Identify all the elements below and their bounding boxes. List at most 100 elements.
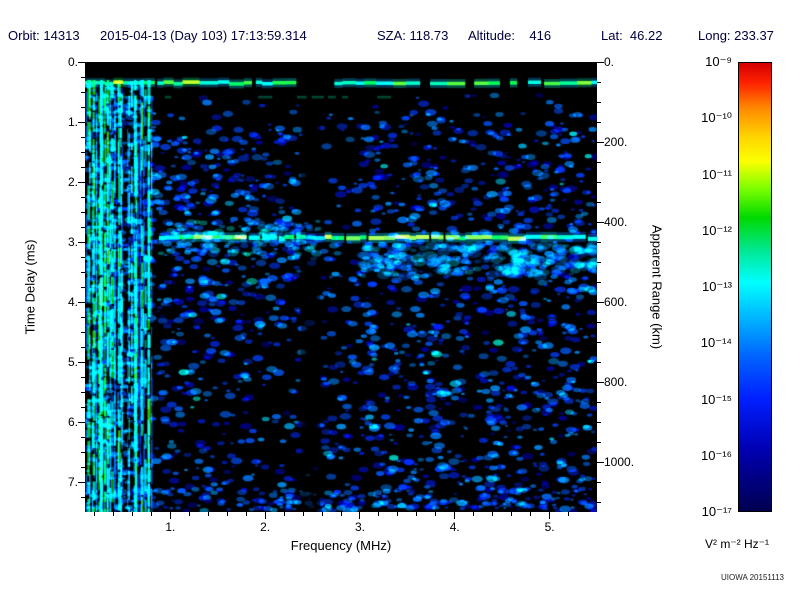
- y2-axis-minor-tick: [597, 161, 601, 163]
- y-axis-tick: [78, 421, 85, 423]
- x-axis-minor-tick: [188, 512, 190, 516]
- colorbar-tick-label: 10⁻⁹: [705, 54, 732, 69]
- header-datetime: 2015-04-13 (Day 103) 17:13:59.314: [100, 28, 307, 43]
- colorbar-tick-label: 10⁻¹⁴: [700, 335, 732, 351]
- x-axis-tick-label: 3.: [354, 520, 365, 534]
- y2-axis-tick-label: 600.: [604, 295, 628, 309]
- x-axis-minor-tick: [302, 512, 304, 516]
- y-axis-tick-label: 3.: [67, 235, 78, 249]
- colorbar-tick-label: 10⁻¹⁶: [700, 447, 732, 463]
- y2-axis-tick-label: 400.: [604, 215, 628, 229]
- y-axis-tick: [78, 241, 85, 243]
- x-axis-minor-tick: [150, 512, 152, 516]
- y-axis-minor-tick: [81, 316, 85, 318]
- y2-axis-minor-tick: [597, 181, 601, 183]
- y2-axis-minor-tick: [597, 101, 601, 103]
- y-axis-tick: [78, 361, 85, 363]
- y2-axis-minor-tick: [597, 421, 601, 423]
- y2-axis-tick: [597, 381, 604, 383]
- y-axis-minor-tick: [81, 91, 85, 93]
- y-axis-minor-tick: [81, 151, 85, 153]
- x-axis-tick: [169, 512, 171, 519]
- y2-axis-tick-label: 1000.: [604, 455, 635, 469]
- y-axis-tick-label: 6.: [67, 415, 78, 429]
- x-axis-minor-tick: [492, 512, 494, 516]
- y-axis-minor-tick: [81, 106, 85, 108]
- header-longitude: Long: 233.37: [698, 28, 774, 43]
- x-axis-minor-tick: [283, 512, 285, 516]
- x-axis-minor-tick: [473, 512, 475, 516]
- plot-area: [85, 62, 597, 512]
- y-axis-minor-tick: [81, 451, 85, 453]
- x-axis-tick-label: 1.: [165, 520, 176, 534]
- y2-axis-tick: [597, 221, 604, 223]
- y-axis-minor-tick: [81, 196, 85, 198]
- header-latitude: Lat: 46.22: [601, 28, 663, 43]
- y-axis-title-left: Time Delay (ms): [22, 239, 38, 335]
- y-axis-minor-tick: [81, 286, 85, 288]
- x-axis-minor-tick: [511, 512, 513, 516]
- spectrogram-canvas: [85, 62, 597, 512]
- x-axis-tick-label: 2.: [260, 520, 271, 534]
- colorbar-tick-label: 10⁻¹⁰: [701, 110, 732, 126]
- colorbar-tick-label: 10⁻¹⁵: [700, 391, 732, 407]
- colorbar: [738, 62, 772, 512]
- x-axis-minor-tick: [530, 512, 532, 516]
- y-axis-minor-tick: [81, 166, 85, 168]
- y-axis-minor-tick: [81, 346, 85, 348]
- y-axis-tick: [78, 181, 85, 183]
- y2-axis-minor-tick: [597, 121, 601, 123]
- y-axis-minor-tick: [81, 466, 85, 468]
- y2-axis-tick: [597, 141, 604, 143]
- y-axis-tick-label: 0.: [67, 55, 78, 69]
- x-axis-minor-tick: [378, 512, 380, 516]
- x-axis-minor-tick: [340, 512, 342, 516]
- x-axis-minor-tick: [397, 512, 399, 516]
- y-axis-minor-tick: [81, 331, 85, 333]
- colorbar-tick-label: 10⁻¹²: [702, 222, 732, 238]
- y2-axis-tick-label: 200.: [604, 135, 628, 149]
- y2-axis-minor-tick: [597, 281, 601, 283]
- y-axis-minor-tick: [81, 211, 85, 213]
- x-axis-minor-tick: [207, 512, 209, 516]
- x-axis-minor-tick: [112, 512, 114, 516]
- y2-axis-tick-label: 0.: [604, 55, 615, 69]
- y2-axis-tick: [597, 301, 604, 303]
- y-axis-minor-tick: [81, 226, 85, 228]
- colorbar-units-label: V² m⁻² Hz⁻¹: [705, 537, 769, 551]
- colorbar-tick-label: 10⁻¹³: [702, 279, 732, 294]
- x-axis-tick-label: 4.: [449, 520, 460, 534]
- y2-axis-minor-tick: [597, 481, 601, 483]
- x-axis-minor-tick: [416, 512, 418, 516]
- x-axis-tick: [264, 512, 266, 519]
- y2-axis-minor-tick: [597, 261, 601, 263]
- y-axis-minor-tick: [81, 376, 85, 378]
- y-axis-tick-label: 7.: [67, 475, 78, 489]
- y2-axis-minor-tick: [597, 241, 601, 243]
- y2-axis-tick-label: 800.: [604, 375, 628, 389]
- y2-axis-minor-tick: [597, 401, 601, 403]
- x-axis-minor-tick: [131, 512, 133, 516]
- y-axis-minor-tick: [81, 496, 85, 498]
- y-axis-tick: [78, 61, 85, 63]
- y2-axis-minor-tick: [597, 501, 601, 503]
- x-axis-minor-tick: [226, 512, 228, 516]
- y-axis-tick-label: 2.: [67, 175, 78, 189]
- y-axis-minor-tick: [81, 256, 85, 258]
- y2-axis-minor-tick: [597, 361, 601, 363]
- y2-axis-minor-tick: [597, 81, 601, 83]
- y-axis-tick-label: 5.: [67, 355, 78, 369]
- y-axis-minor-tick: [81, 76, 85, 78]
- x-axis-minor-tick: [245, 512, 247, 516]
- header-sza: SZA: 118.73: [377, 28, 449, 43]
- y2-axis-minor-tick: [597, 321, 601, 323]
- header-orbit: Orbit: 14313: [8, 28, 80, 43]
- y-axis-tick: [78, 121, 85, 123]
- y-axis-tick-label: 1.: [67, 115, 78, 129]
- x-axis-minor-tick: [568, 512, 570, 516]
- y-axis-minor-tick: [81, 136, 85, 138]
- y-axis-minor-tick: [81, 406, 85, 408]
- y2-axis-tick: [597, 461, 604, 463]
- x-axis-minor-tick: [435, 512, 437, 516]
